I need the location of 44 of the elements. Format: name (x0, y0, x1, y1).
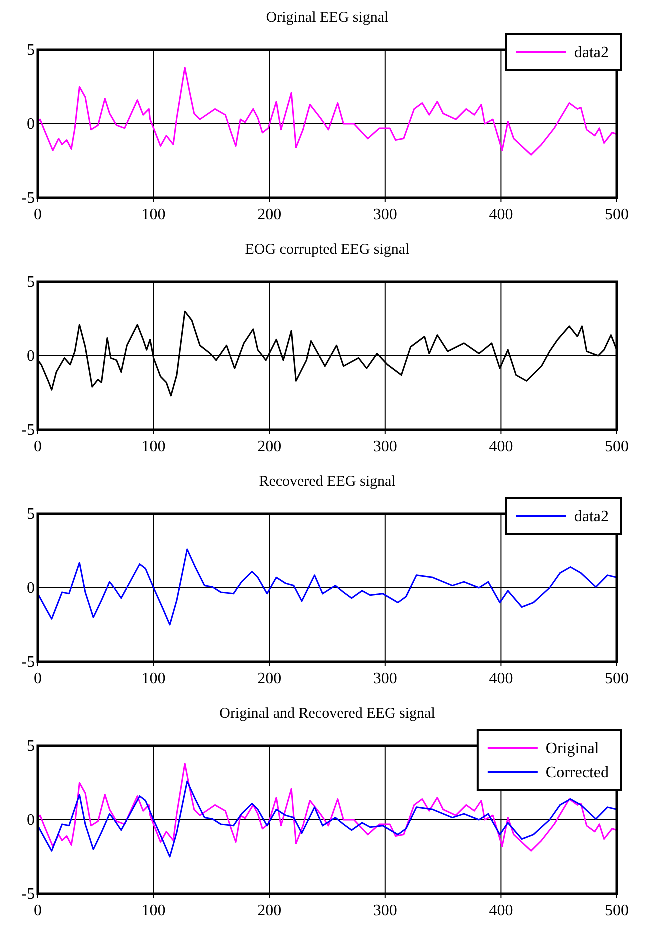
line-series (37, 780, 618, 858)
x-tick-label: 200 (258, 206, 282, 224)
y-tick-label: -5 (22, 886, 35, 904)
x-tick-label: 100 (142, 902, 166, 920)
x-tick-label: 500 (605, 206, 629, 224)
y-tick-label: 5 (27, 42, 35, 60)
x-tick-label: 300 (373, 902, 398, 920)
x-tick-label: 100 (142, 670, 166, 688)
chart-title: Original and Recovered EEG signal (220, 706, 436, 722)
line-series (37, 763, 618, 852)
x-tick-label: 200 (258, 670, 282, 688)
x-tick-label: 100 (142, 438, 166, 456)
line-series (37, 67, 618, 156)
x-tick-label: 400 (489, 670, 514, 688)
x-tick-label: 200 (258, 902, 282, 920)
x-tick-label: 300 (373, 438, 398, 456)
x-tick-label: 200 (258, 438, 282, 456)
y-tick-label: 0 (27, 116, 35, 134)
y-tick-label: 0 (27, 812, 35, 830)
legend-label: Corrected (546, 764, 609, 782)
x-tick-label: 300 (373, 206, 398, 224)
x-tick-label: 400 (489, 206, 514, 224)
y-tick-label: 5 (27, 738, 35, 756)
y-tick-label: 5 (27, 274, 35, 292)
x-tick-label: 400 (489, 438, 514, 456)
line-series (37, 548, 618, 626)
x-tick-label: 400 (489, 902, 514, 920)
x-tick-label: 100 (142, 206, 166, 224)
x-tick-label: 500 (605, 438, 629, 456)
y-tick-label: -5 (22, 190, 35, 208)
legend-label: data2 (574, 508, 609, 526)
legend-label: Original (546, 740, 600, 758)
chart-title: Recovered EEG signal (259, 474, 396, 490)
y-tick-label: 5 (27, 506, 35, 524)
chart-title: Original EEG signal (266, 10, 389, 26)
y-tick-label: 0 (27, 348, 35, 366)
y-tick-label: -5 (22, 654, 35, 672)
x-tick-label: 300 (373, 670, 398, 688)
y-tick-label: 0 (27, 580, 35, 598)
x-tick-label: 500 (605, 902, 629, 920)
x-tick-label: 500 (605, 670, 629, 688)
chart-title: EOG corrupted EEG signal (245, 242, 410, 258)
legend-label: data2 (574, 44, 609, 62)
y-tick-label: -5 (22, 422, 35, 440)
